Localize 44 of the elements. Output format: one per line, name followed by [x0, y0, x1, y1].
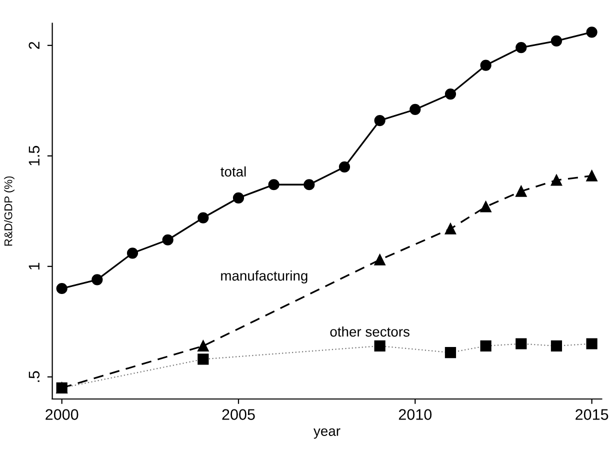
point — [586, 170, 598, 182]
x-tick-label: 2015 — [576, 409, 608, 420]
point — [480, 340, 492, 352]
point — [444, 88, 456, 100]
point — [232, 192, 244, 204]
point — [374, 114, 386, 126]
point — [198, 212, 209, 224]
y-tick-label: .5 — [28, 371, 40, 382]
point — [304, 179, 315, 190]
point — [410, 104, 421, 116]
point — [56, 382, 68, 394]
point — [374, 340, 386, 352]
point — [516, 338, 527, 350]
point — [586, 338, 598, 350]
point — [162, 234, 174, 246]
point — [550, 174, 562, 186]
point — [480, 201, 492, 212]
y-tick-label: 1 — [28, 262, 40, 270]
point — [198, 354, 209, 365]
point — [480, 60, 492, 71]
point — [198, 340, 209, 352]
point — [444, 223, 456, 234]
y-axis-title: R&D/GDP (%) — [4, 176, 14, 246]
series-label: other sectors — [330, 326, 410, 337]
x-tick-label: 2005 — [222, 409, 255, 420]
point — [516, 42, 527, 54]
point — [550, 35, 562, 47]
x-axis-title: year — [314, 428, 340, 439]
point — [550, 340, 562, 352]
point — [56, 282, 68, 294]
point — [338, 161, 350, 173]
point — [444, 347, 456, 358]
point — [126, 248, 138, 259]
series-label: total — [220, 166, 246, 177]
series-label: manufacturing — [221, 270, 308, 284]
point — [374, 254, 386, 266]
point — [268, 179, 280, 190]
x-tick-label: 2010 — [398, 409, 432, 420]
point — [586, 26, 598, 38]
y-tick-label: 1.5 — [28, 146, 40, 166]
y-tick-label: 2 — [28, 42, 40, 49]
point — [516, 186, 527, 197]
point — [92, 274, 103, 286]
x-tick-label: 2000 — [46, 409, 78, 420]
